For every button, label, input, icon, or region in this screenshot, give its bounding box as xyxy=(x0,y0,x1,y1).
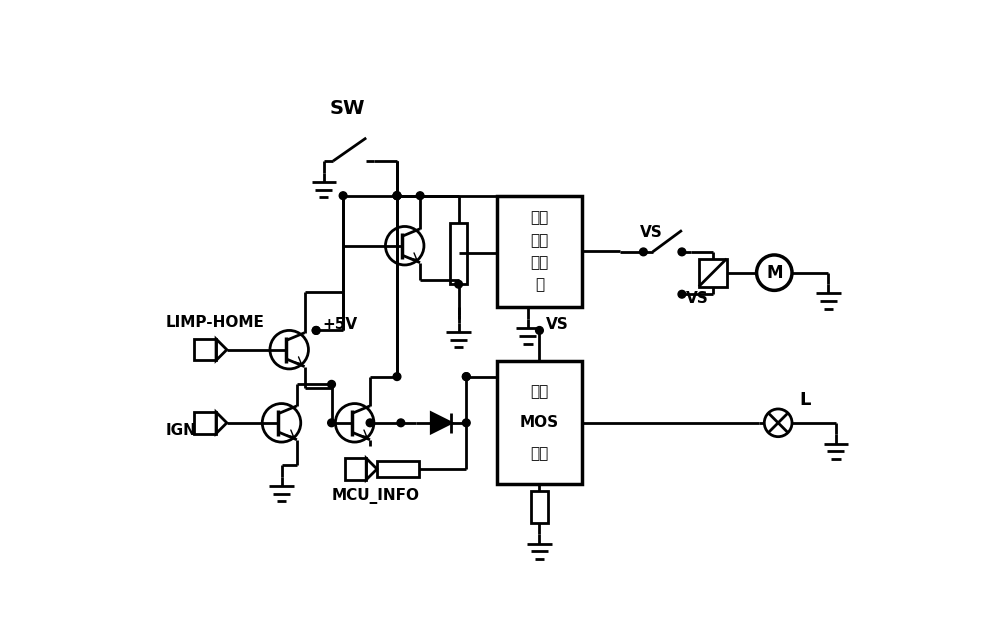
Text: +5V: +5V xyxy=(322,317,357,332)
Text: VS: VS xyxy=(640,225,662,240)
Text: L: L xyxy=(799,391,811,409)
Bar xyxy=(497,196,582,307)
Circle shape xyxy=(397,419,405,427)
Polygon shape xyxy=(431,413,451,433)
Circle shape xyxy=(393,192,401,200)
Circle shape xyxy=(393,192,401,200)
Text: SW: SW xyxy=(329,99,365,118)
Text: 继电: 继电 xyxy=(530,211,549,226)
Circle shape xyxy=(328,380,335,388)
Text: IGN: IGN xyxy=(166,423,197,438)
Bar xyxy=(345,459,366,480)
Text: 片: 片 xyxy=(535,277,544,293)
Circle shape xyxy=(678,291,686,298)
Bar xyxy=(450,223,467,284)
Bar xyxy=(377,460,419,478)
Circle shape xyxy=(328,419,335,427)
Text: LIMP-HOME: LIMP-HOME xyxy=(166,315,265,330)
Circle shape xyxy=(416,192,424,200)
Text: VS: VS xyxy=(546,317,568,332)
Circle shape xyxy=(393,192,401,200)
Circle shape xyxy=(339,192,347,200)
Circle shape xyxy=(462,373,470,380)
Text: MCU_INFO: MCU_INFO xyxy=(332,488,420,504)
Circle shape xyxy=(536,326,543,335)
Circle shape xyxy=(366,419,374,427)
Circle shape xyxy=(678,248,686,256)
Bar xyxy=(194,412,216,434)
Circle shape xyxy=(640,248,647,256)
Text: M: M xyxy=(766,264,783,282)
Bar xyxy=(699,259,727,287)
Bar xyxy=(531,490,548,523)
Text: MOS: MOS xyxy=(520,415,559,431)
Circle shape xyxy=(393,373,401,380)
Circle shape xyxy=(312,326,320,335)
Text: 动芯: 动芯 xyxy=(530,255,549,270)
Bar xyxy=(497,361,582,485)
Bar xyxy=(194,339,216,361)
Circle shape xyxy=(462,419,470,427)
Circle shape xyxy=(312,326,320,335)
Text: 器驱: 器驱 xyxy=(530,233,549,248)
Text: VS: VS xyxy=(686,291,708,305)
Text: 智能: 智能 xyxy=(530,385,549,399)
Circle shape xyxy=(455,280,462,288)
Circle shape xyxy=(462,373,470,380)
Text: 芯片: 芯片 xyxy=(530,446,549,461)
